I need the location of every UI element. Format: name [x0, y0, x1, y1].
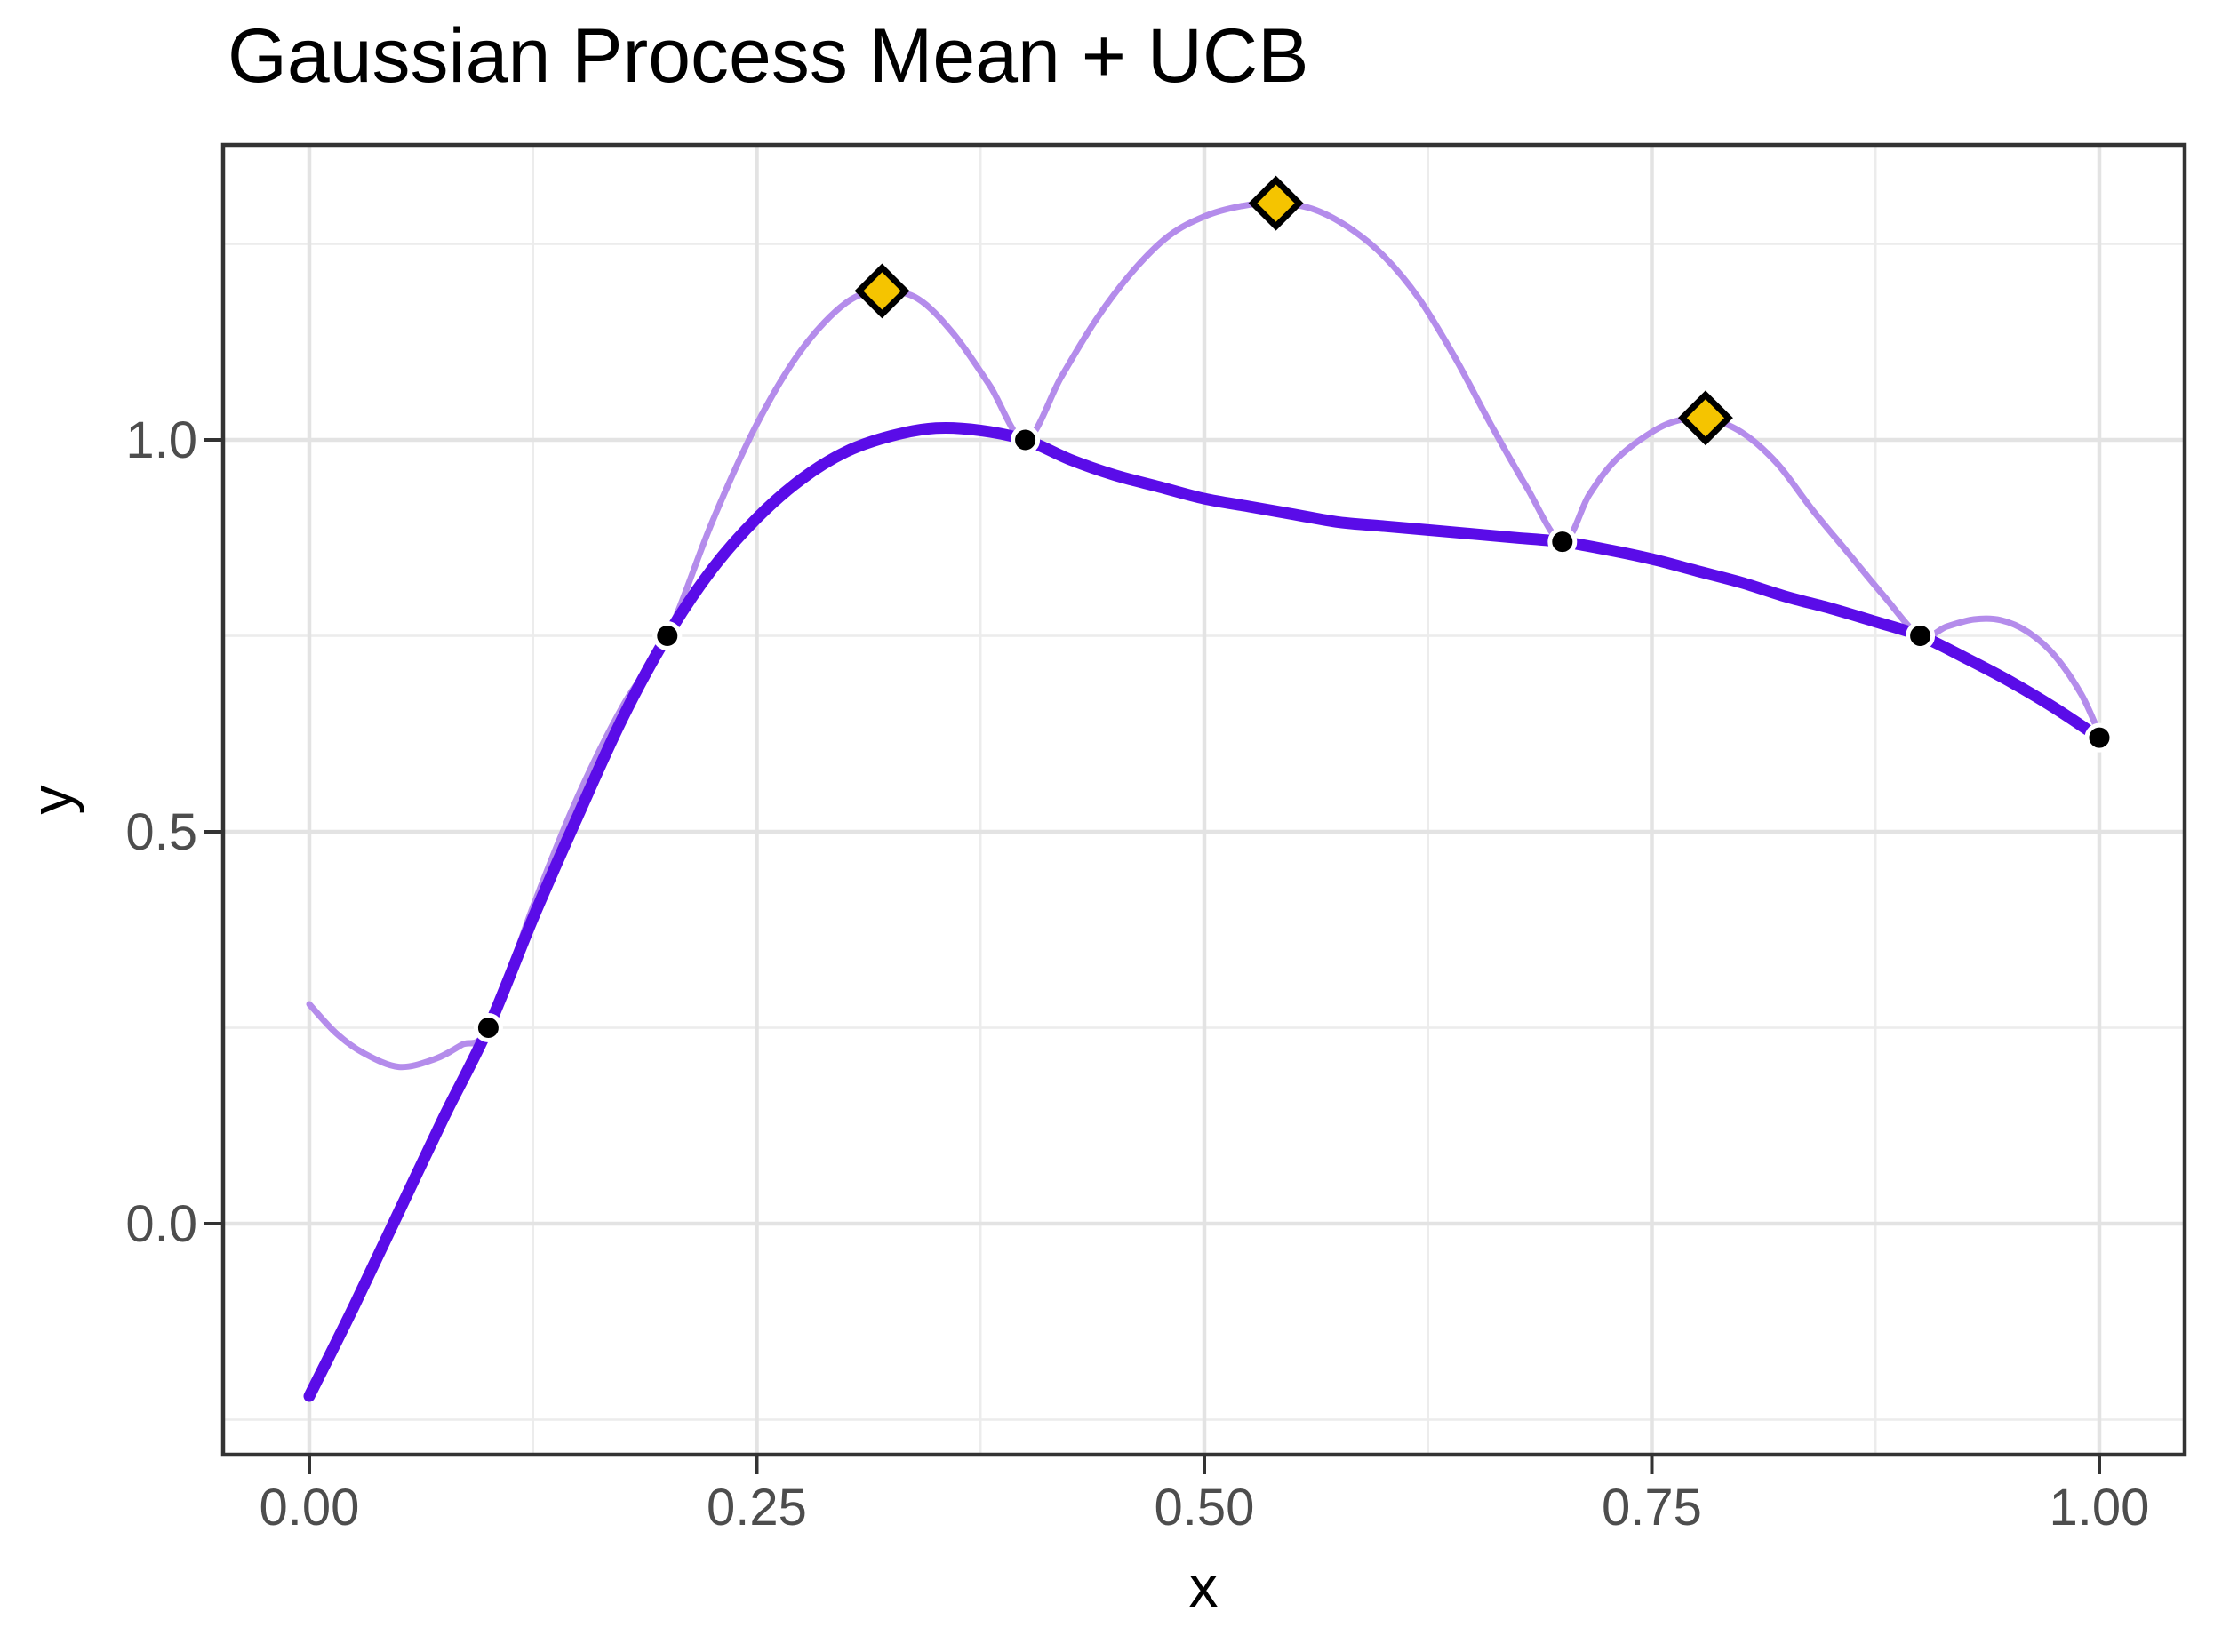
x-tick-label: 0.25	[707, 1479, 807, 1536]
candidate-point	[854, 263, 910, 319]
plot-title: Gaussian Process Mean + UCB	[228, 13, 1309, 99]
observation-point	[473, 1013, 503, 1042]
x-tick-label: 0.75	[1602, 1479, 1702, 1536]
gp-mean-line	[303, 421, 2106, 1402]
ucb-line	[306, 200, 2103, 1071]
candidate-point	[1248, 175, 1304, 231]
y-tick-label: 0.0	[125, 1195, 197, 1253]
x-tick-label: 0.00	[260, 1479, 360, 1536]
panel-border	[220, 142, 2187, 1457]
x-tick-label: 1.00	[2050, 1479, 2150, 1536]
x-tick-label: 0.50	[1155, 1479, 1255, 1536]
y-tick-label: 0.5	[125, 803, 197, 861]
x-axis-title: x	[1188, 1553, 1219, 1619]
observation-point	[1547, 527, 1578, 557]
observation-point	[652, 621, 683, 650]
y-axis-title: y	[19, 785, 84, 815]
y-tick-label: 1.0	[125, 411, 197, 469]
observation-point	[2084, 722, 2114, 753]
candidate-point	[1677, 390, 1733, 446]
observation-point	[1011, 425, 1041, 455]
observation-point	[1906, 621, 1936, 650]
